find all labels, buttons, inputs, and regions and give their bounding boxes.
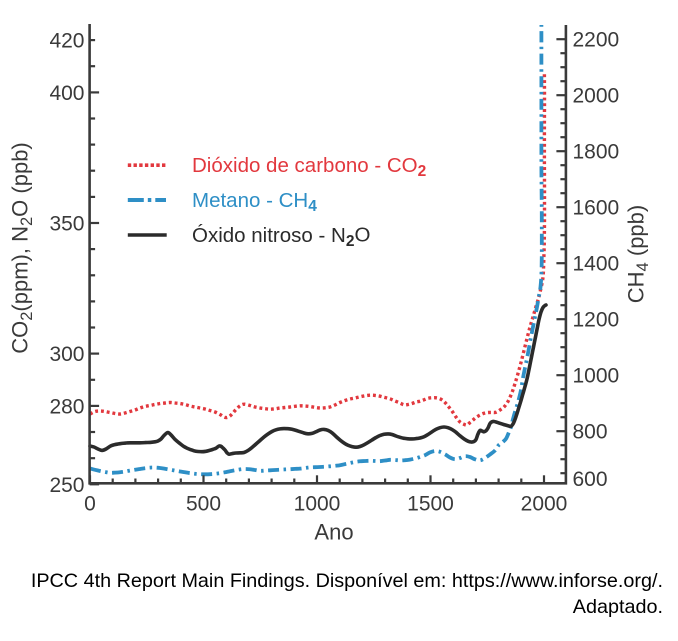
svg-text:300: 300 <box>49 343 84 366</box>
svg-text:1600: 1600 <box>573 197 620 220</box>
svg-text:Metano - CH4: Metano - CH4 <box>192 189 317 215</box>
svg-text:CO2(ppm), N2O (ppb): CO2(ppm), N2O (ppb) <box>8 142 37 354</box>
svg-text:Óxido nitroso - N2O: Óxido nitroso - N2O <box>192 224 370 251</box>
svg-text:420: 420 <box>49 30 84 53</box>
svg-text:400: 400 <box>49 82 84 105</box>
svg-text:1200: 1200 <box>573 309 620 332</box>
svg-text:600: 600 <box>573 468 608 491</box>
svg-text:2000: 2000 <box>521 493 568 516</box>
svg-text:1400: 1400 <box>573 253 620 276</box>
svg-text:2000: 2000 <box>573 85 620 108</box>
svg-text:250: 250 <box>49 474 84 497</box>
svg-text:2200: 2200 <box>573 29 620 52</box>
svg-text:280: 280 <box>49 395 84 418</box>
svg-text:500: 500 <box>186 493 221 516</box>
svg-text:Ano: Ano <box>314 520 353 545</box>
svg-text:1800: 1800 <box>573 141 620 164</box>
svg-text:800: 800 <box>573 421 608 444</box>
svg-text:1000: 1000 <box>573 365 620 388</box>
svg-text:350: 350 <box>49 213 84 236</box>
svg-text:0: 0 <box>84 493 96 516</box>
svg-text:Dióxido de carbono - CO2: Dióxido de carbono - CO2 <box>192 154 426 180</box>
svg-text:1000: 1000 <box>294 493 341 516</box>
svg-text:IPCC 4th Report Main Findings.: IPCC 4th Report Main Findings. Disponíve… <box>31 570 663 592</box>
svg-text:Adaptado.: Adaptado. <box>573 596 663 618</box>
svg-text:1500: 1500 <box>407 493 454 516</box>
svg-text:CH4 (ppb): CH4 (ppb) <box>624 205 653 303</box>
